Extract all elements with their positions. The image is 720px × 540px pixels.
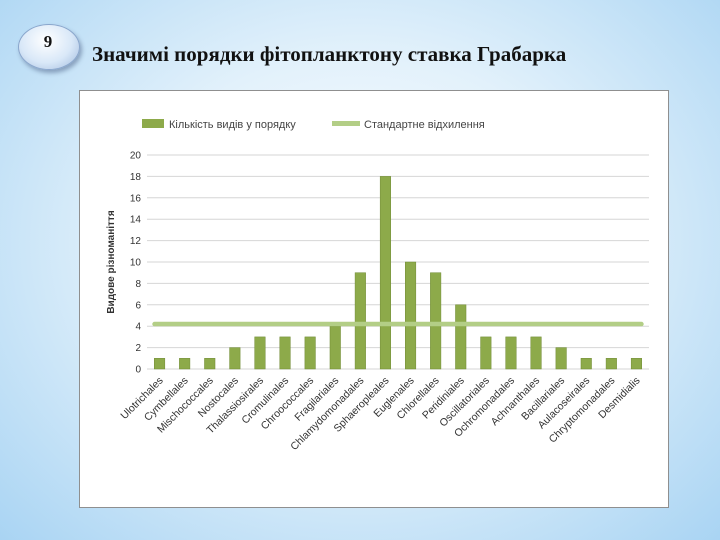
- legend-bar-swatch: [142, 119, 164, 128]
- bar: [405, 261, 417, 370]
- y-tick-label: 2: [135, 343, 141, 354]
- bar: [480, 336, 492, 370]
- bar: [329, 325, 341, 370]
- y-tick-label: 20: [130, 151, 142, 162]
- bar: [379, 176, 391, 370]
- y-tick-label: 4: [135, 322, 141, 333]
- x-axis-labels: UlotrichalesCymbellalesMischococcalesNos…: [118, 375, 642, 453]
- bar-series: [154, 176, 642, 370]
- bar: [580, 358, 592, 370]
- bar: [204, 358, 216, 370]
- slide-number-badge: [18, 24, 80, 70]
- bar: [605, 358, 617, 370]
- bar: [154, 358, 166, 370]
- legend-line-label: Стандартне відхилення: [364, 119, 485, 131]
- y-axis-title: Видове різноманіття: [106, 210, 117, 313]
- bar: [179, 358, 191, 370]
- slide-number: 9: [43, 32, 53, 51]
- chart-frame: Кількість видів у порядку Стандартне від…: [79, 90, 669, 508]
- bar: [630, 358, 642, 370]
- bar: [354, 272, 366, 370]
- y-tick-label: 18: [130, 172, 142, 183]
- y-tick-label: 16: [130, 193, 142, 204]
- bar: [530, 336, 542, 370]
- grid-lines: [147, 154, 649, 370]
- y-tick-label: 0: [135, 365, 141, 376]
- bar: [279, 336, 291, 370]
- bar: [505, 336, 517, 370]
- slide-title: Значимі порядки фітопланктону ставка Гра…: [92, 42, 567, 66]
- bar: [254, 336, 266, 370]
- y-axis-ticks: 0 2 4 6 8 10 12 14 16 18 20: [130, 151, 142, 376]
- bar: [555, 347, 567, 370]
- y-tick-label: 10: [130, 258, 142, 269]
- bar: [430, 272, 442, 370]
- bar: [455, 304, 467, 370]
- chart-legend: Кількість видів у порядку Стандартне від…: [142, 119, 485, 131]
- legend-bar-label: Кількість видів у порядку: [169, 119, 296, 131]
- y-tick-label: 12: [130, 236, 142, 247]
- y-tick-label: 8: [135, 279, 141, 290]
- bar: [304, 336, 316, 370]
- y-tick-label: 6: [135, 300, 141, 311]
- bar: [229, 347, 241, 370]
- legend-line-swatch: [332, 121, 360, 126]
- bar-chart: Кількість видів у порядку Стандартне від…: [106, 119, 649, 453]
- y-tick-label: 14: [130, 215, 142, 226]
